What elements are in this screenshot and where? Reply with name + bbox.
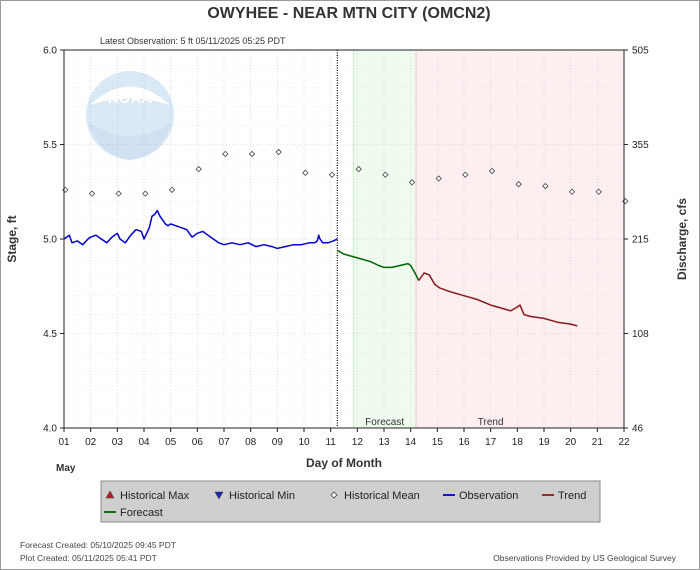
x-tick-label: 18 [512, 437, 524, 448]
x-tick-label: 22 [618, 437, 630, 448]
legend-marker-historical-max [105, 490, 115, 499]
y-tick-label-right: 505 [632, 46, 649, 57]
x-tick-label: 17 [485, 437, 497, 448]
legend-label-trend: Trend [558, 490, 586, 502]
y-tick-label-left: 6.0 [43, 46, 57, 57]
historical-mean-point [328, 171, 336, 178]
y-tick-label-right: 108 [632, 329, 649, 340]
legend-label-observation: Observation [459, 490, 518, 502]
x-tick-label: 13 [378, 437, 390, 448]
x-tick-label: 01 [58, 437, 70, 448]
month-label: May [56, 463, 76, 474]
y-axis-label-left: Stage, ft [5, 215, 19, 262]
region-label-forecast: Forecast [365, 417, 404, 428]
historical-mean-point [248, 150, 256, 158]
legend-label-forecast: Forecast [120, 507, 163, 519]
x-tick-label: 09 [272, 437, 284, 448]
noaa-logo: NOAA [86, 71, 174, 160]
x-tick-label: 10 [298, 437, 310, 448]
historical-mean-point [568, 188, 576, 195]
historical-mean-point [462, 171, 469, 178]
x-tick-label: 06 [192, 437, 204, 448]
series-observation-line [63, 209, 338, 250]
legend-marker-historical-mean [330, 491, 338, 499]
x-tick-label: 12 [352, 437, 364, 448]
historical-mean-point [382, 171, 389, 178]
y-tick-label-left: 4.5 [43, 329, 57, 340]
historical-mean-point [88, 190, 96, 197]
legend-label-historical-max: Historical Max [120, 490, 190, 502]
legend: Historical Max Historical Min Historical M… [100, 480, 601, 523]
historical-mean-point [195, 165, 202, 173]
historical-mean-point [115, 190, 122, 197]
historical-mean-point [515, 181, 522, 188]
y-tick-label-left: 5.0 [43, 235, 57, 246]
x-tick-label: 07 [218, 437, 230, 448]
historical-mean-point [488, 167, 496, 175]
historical-mean-point [595, 188, 602, 195]
historical-mean-point [542, 182, 549, 190]
legend-marker-historical-min [214, 491, 224, 500]
historical-mean-point [355, 165, 362, 173]
series-forecast-line [336, 249, 420, 281]
x-tick-label: 04 [138, 437, 150, 448]
noaa-logo-text: NOAA [108, 90, 152, 107]
x-tick-label: 11 [325, 437, 336, 448]
x-tick-label: 03 [112, 437, 124, 448]
historical-mean-point [435, 175, 442, 182]
x-axis-label: Day of Month [306, 456, 382, 470]
y-axis-label-right: Discharge, cfs [675, 198, 689, 280]
x-tick-label: 08 [245, 437, 257, 448]
chart-subtitle: Latest Observation: 5 ft 05/11/2025 05:2… [100, 36, 286, 46]
historical-mean-point [275, 148, 282, 156]
plot-created: Plot Created: 05/11/2025 05:41 PDT [20, 553, 157, 563]
y-tick-label-right: 215 [632, 235, 649, 246]
x-tick-label: 19 [538, 437, 550, 448]
historical-mean-point [222, 150, 229, 158]
legend-label-historical-min: Historical Min [229, 490, 295, 502]
data-credit: Observations Provided by US Geological S… [493, 553, 677, 563]
forecast-created: Forecast Created: 05/10/2025 09:45 PDT [20, 540, 176, 550]
x-tick-label: 20 [565, 437, 577, 448]
region-forecast [353, 50, 416, 428]
historical-mean-point [142, 190, 149, 197]
y-tick-label-left: 4.0 [43, 424, 57, 435]
series-trend-line [418, 272, 578, 327]
y-tick-label-left: 5.5 [43, 140, 57, 151]
historical-mean-point [302, 169, 309, 177]
x-tick-label: 21 [592, 437, 604, 448]
chart-title: OWYHEE - NEAR MTN CITY (OMCN2) [207, 5, 490, 22]
historical-mean-point [168, 186, 176, 194]
x-tick-label: 02 [85, 437, 97, 448]
y-tick-label-right: 46 [632, 424, 644, 435]
y-tick-label-right: 355 [632, 140, 649, 151]
x-tick-label: 14 [405, 437, 417, 448]
x-tick-label: 16 [458, 437, 470, 448]
legend-box [100, 480, 601, 523]
legend-label-historical-mean: Historical Mean [344, 490, 420, 502]
historical-mean-point [408, 179, 416, 186]
x-tick-label: 05 [165, 437, 177, 448]
x-tick-label: 15 [432, 437, 444, 448]
